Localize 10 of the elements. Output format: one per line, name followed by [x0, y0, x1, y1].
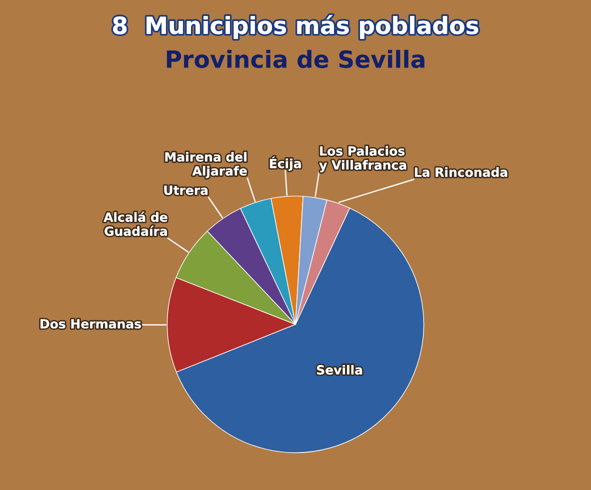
slice-label: Mairena del Aljarafe: [165, 152, 247, 178]
slice-label: Sevilla: [317, 364, 362, 375]
slice-label: Écija: [270, 156, 301, 171]
slice-label: Los Palacios y Villafranca: [319, 146, 406, 172]
slice-label: Utrera: [164, 186, 208, 195]
chart-subtitle: Provincia de Sevilla: [166, 50, 424, 68]
slice-label: Alcalá de Guadaíra: [104, 212, 168, 236]
slice-label: Dos Hermanas: [40, 319, 141, 329]
slice-label: La Rinconada: [415, 167, 508, 177]
chart-title: 8 Municipios más poblados: [113, 15, 478, 39]
